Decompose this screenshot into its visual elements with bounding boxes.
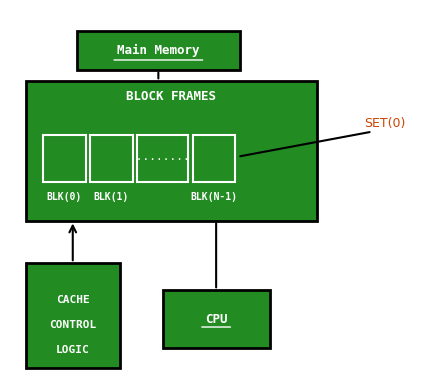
Text: BLK(N-1): BLK(N-1) <box>190 192 238 202</box>
Text: ..........: .......... <box>129 152 196 162</box>
FancyBboxPatch shape <box>77 31 240 70</box>
FancyBboxPatch shape <box>193 135 235 182</box>
Text: Main Memory: Main Memory <box>117 44 199 57</box>
Text: LOGIC: LOGIC <box>56 345 89 355</box>
Text: CONTROL: CONTROL <box>49 320 96 330</box>
Text: CACHE: CACHE <box>56 295 89 305</box>
FancyBboxPatch shape <box>26 263 120 368</box>
FancyBboxPatch shape <box>163 290 270 348</box>
Text: CPU: CPU <box>205 313 227 326</box>
Text: SET(0): SET(0) <box>364 117 405 130</box>
Text: BLK(0): BLK(0) <box>47 192 82 202</box>
Text: BLK(1): BLK(1) <box>94 192 129 202</box>
FancyBboxPatch shape <box>137 135 188 182</box>
FancyBboxPatch shape <box>26 81 317 221</box>
Text: BLOCK FRAMES: BLOCK FRAMES <box>126 90 216 103</box>
FancyBboxPatch shape <box>90 135 133 182</box>
FancyBboxPatch shape <box>43 135 86 182</box>
